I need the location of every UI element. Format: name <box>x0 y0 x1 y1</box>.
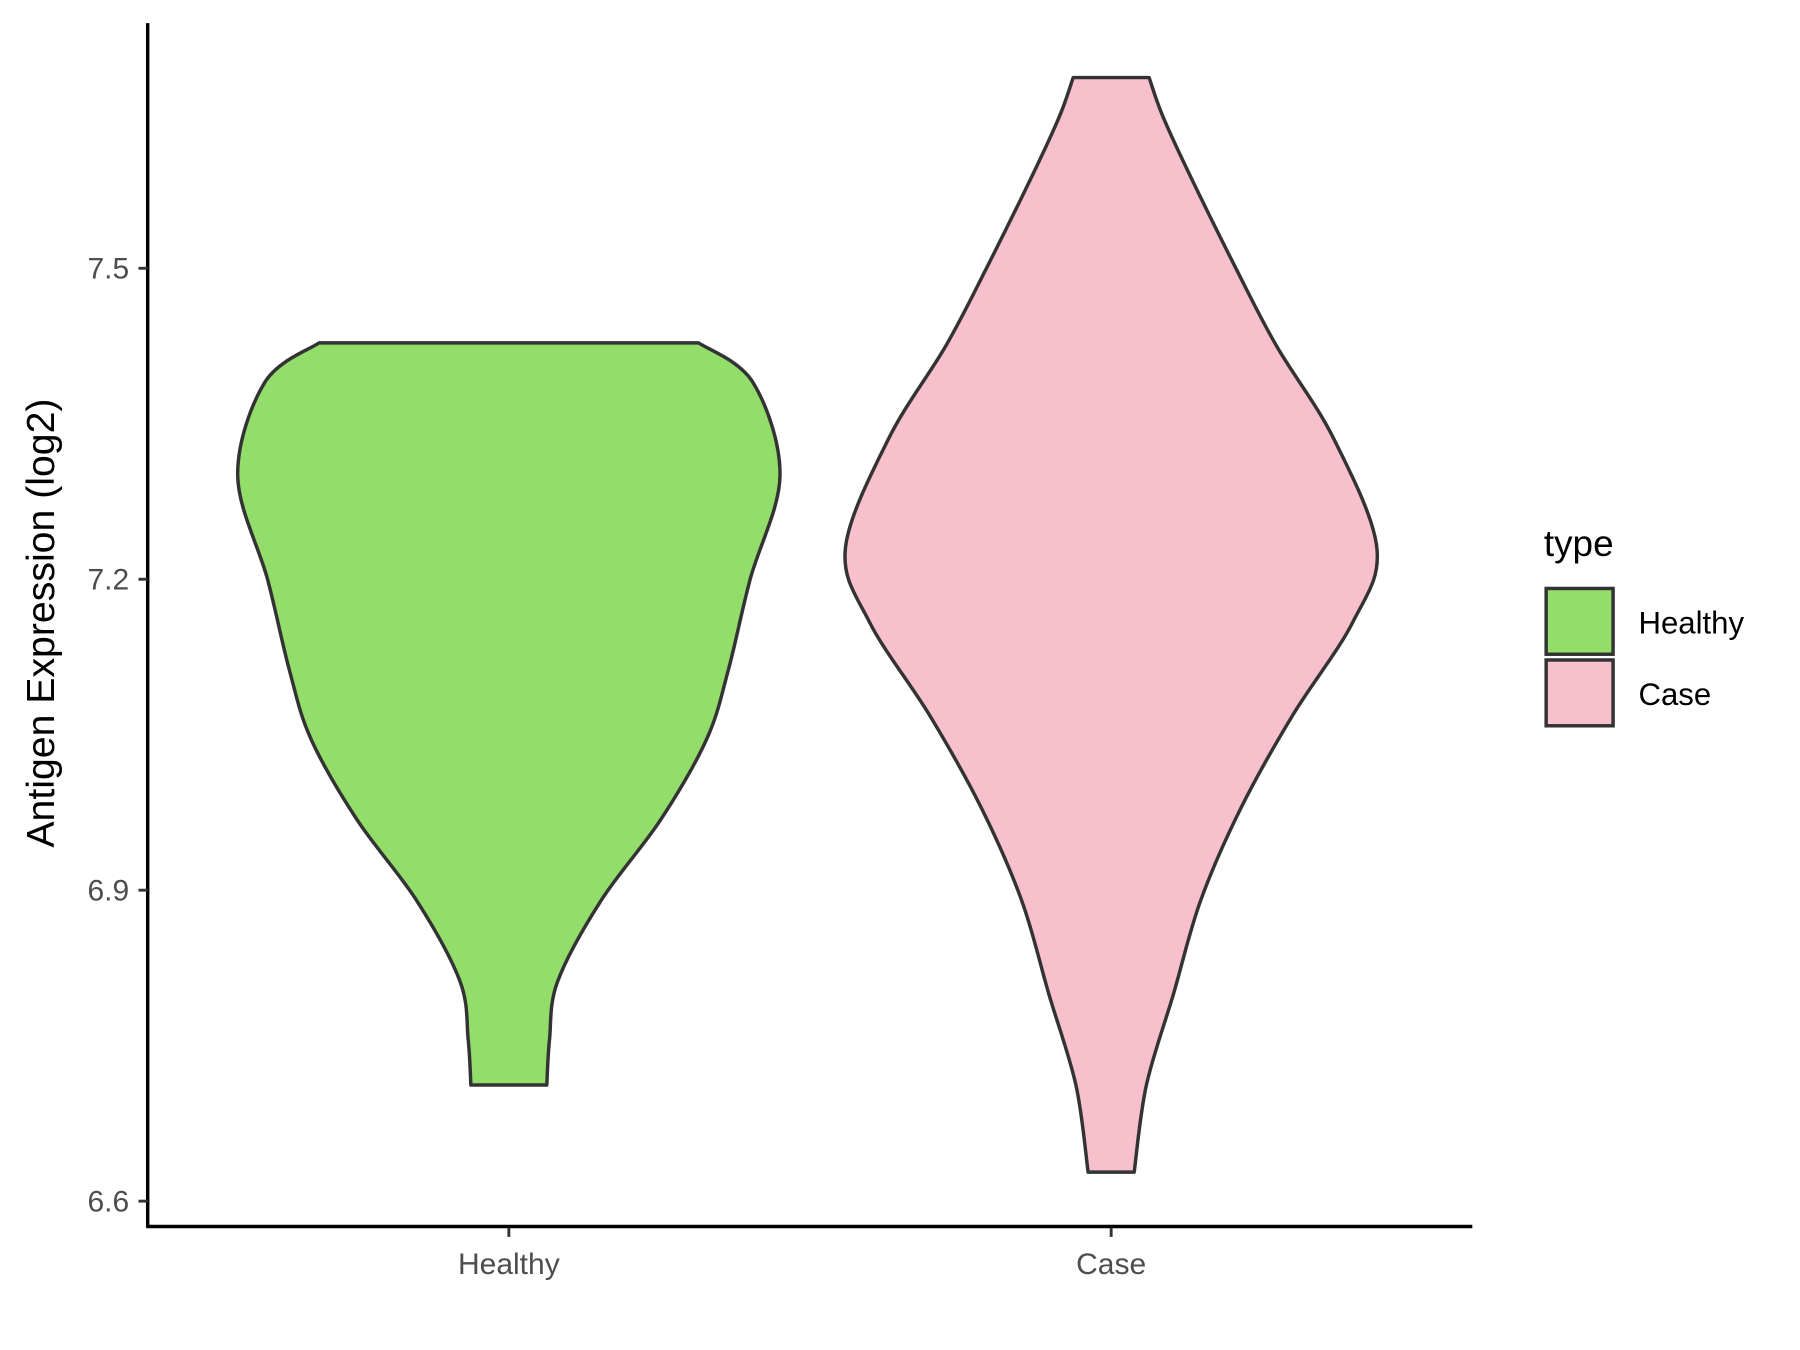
violin-case <box>843 75 1380 1174</box>
legend-label-case: Case <box>1638 677 1711 712</box>
legend: type Healthy Case <box>1544 523 1744 728</box>
y-tick-label: 7.5 <box>88 253 130 286</box>
y-ticks: 6.6 6.9 7.2 7.5 <box>88 253 148 1219</box>
legend-key-case <box>1544 658 1615 728</box>
y-axis-label: Antigen Expression (log2) <box>19 399 63 848</box>
violin-healthy <box>235 341 782 1087</box>
y-tick-label: 6.6 <box>88 1186 130 1219</box>
y-tick-label: 6.9 <box>88 875 130 908</box>
y-tick-label: 7.2 <box>88 564 130 597</box>
x-ticks: Healthy Case <box>458 1227 1146 1281</box>
legend-key-healthy <box>1544 586 1615 656</box>
x-tick-label: Healthy <box>458 1248 560 1281</box>
legend-title: type <box>1544 523 1614 564</box>
violins <box>235 75 1380 1174</box>
x-tick-label: Case <box>1076 1248 1146 1281</box>
legend-label-healthy: Healthy <box>1638 605 1744 640</box>
